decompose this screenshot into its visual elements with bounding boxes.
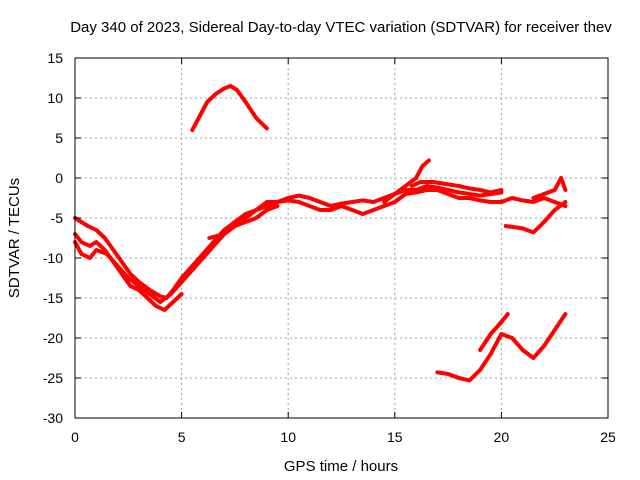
chart-title: Day 340 of 2023, Sidereal Day-to-day VTE… bbox=[70, 19, 612, 36]
y-tick-label: -10 bbox=[43, 250, 63, 266]
y-tick-label: 5 bbox=[55, 130, 63, 146]
x-tick-label: 20 bbox=[494, 429, 510, 445]
series-trace-k bbox=[478, 312, 510, 352]
y-tick-label: 10 bbox=[47, 90, 63, 106]
y-tick-label: -25 bbox=[43, 370, 63, 386]
x-tick-label: 25 bbox=[600, 429, 616, 445]
series-trace-g bbox=[503, 200, 568, 235]
y-tick-label: -20 bbox=[43, 330, 63, 346]
x-tick-label: 5 bbox=[178, 429, 186, 445]
y-tick-label: -30 bbox=[43, 410, 63, 426]
series-trace-h bbox=[531, 176, 568, 200]
series-trace-j bbox=[435, 312, 568, 383]
y-tick-label: -5 bbox=[51, 210, 64, 226]
x-axis-title: GPS time / hours bbox=[284, 458, 398, 475]
y-tick-label: -15 bbox=[43, 290, 63, 306]
x-tick-label: 15 bbox=[387, 429, 403, 445]
plot-frame bbox=[74, 57, 609, 419]
grid-lines bbox=[75, 58, 608, 418]
series-trace-a bbox=[73, 184, 504, 300]
y-tick-label: 0 bbox=[55, 170, 63, 186]
series-group bbox=[73, 84, 568, 383]
x-tick-label: 0 bbox=[71, 429, 79, 445]
axis-ticks: 0 5 10 15 20 25 -30 -25 -20 -15 -10 -5 0 5 10 15 bbox=[43, 50, 616, 445]
y-tick-label: 15 bbox=[47, 50, 63, 66]
series-trace-b bbox=[73, 188, 568, 304]
x-tick-label: 10 bbox=[280, 429, 296, 445]
series-trace-c bbox=[73, 232, 184, 312]
series-trace-i bbox=[190, 84, 269, 132]
y-axis-title: SDTVAR / TECUs bbox=[6, 178, 23, 298]
series-trace-d bbox=[207, 204, 280, 240]
series-trace-f bbox=[409, 180, 504, 195]
series-trace-e bbox=[382, 158, 431, 204]
